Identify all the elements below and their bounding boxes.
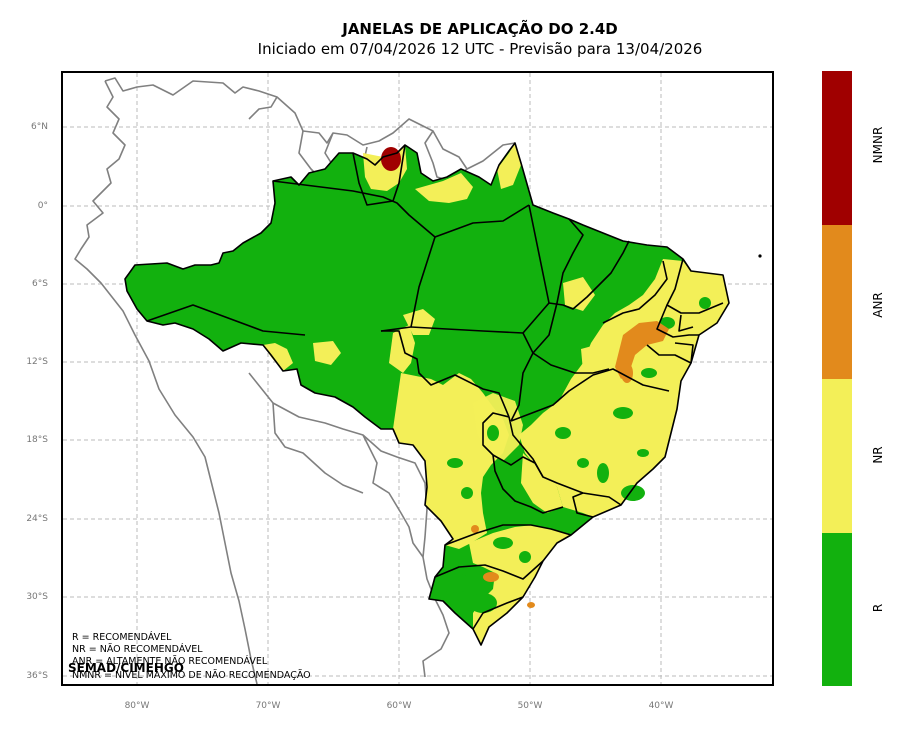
lon-label-80w: 80°W xyxy=(124,701,150,711)
lat-label-36s: 36°S xyxy=(26,671,48,681)
colorbar-nr-swatch xyxy=(822,379,852,533)
colorbar-label-nmnr: NMNR xyxy=(871,126,885,164)
legend-r: R = RECOMENDÁVEL xyxy=(72,632,172,643)
lon-label-70w: 70°W xyxy=(255,701,281,711)
lat-label-12s: 12°S xyxy=(26,357,48,367)
island-dot xyxy=(758,254,762,258)
colorbar-r-swatch xyxy=(822,533,852,686)
legend-nmnr: NMNR = NÍVEL MÁXIMO DE NÃO RECOMENDAÇÃO xyxy=(72,670,311,681)
map-area[interactable] xyxy=(61,71,774,686)
lat-label-30s: 30°S xyxy=(26,592,48,602)
lat-label-6n: 6°N xyxy=(31,122,48,132)
legend-nr: NR = NÃO RECOMENDÁVEL xyxy=(72,644,203,655)
colorbar xyxy=(822,71,852,686)
lat-label-18s: 18°S xyxy=(26,435,48,445)
lat-label-6s: 6°S xyxy=(32,279,48,289)
state-borders xyxy=(124,142,730,646)
colorbar-nmnr-swatch xyxy=(822,71,852,225)
nmnr-zone xyxy=(381,147,401,171)
lat-label-24s: 24°S xyxy=(26,514,48,524)
legend-anr: ANR = ALTAMENTE NÃO RECOMENDÁVEL xyxy=(72,656,268,667)
lon-label-60w: 60°W xyxy=(386,701,412,711)
lon-label-50w: 50°W xyxy=(517,701,543,711)
colorbar-anr-swatch xyxy=(822,225,852,379)
map-title: JANELAS DE APLICAÇÃO DO 2.4D xyxy=(342,20,618,38)
lon-label-40w: 40°W xyxy=(648,701,674,711)
credit-label: SEMAD/CIMEHGO xyxy=(68,661,184,675)
brazil-region xyxy=(124,142,730,646)
colorbar-label-nr: NR xyxy=(871,446,885,464)
lat-label-0: 0° xyxy=(37,201,48,211)
colorbar-label-anr: ANR xyxy=(871,292,885,318)
r-patches xyxy=(439,297,711,613)
colorbar-label-r: R xyxy=(871,603,885,613)
map-subtitle: Iniciado em 07/04/2026 12 UTC - Previsão… xyxy=(257,40,703,58)
map-svg xyxy=(63,73,772,684)
